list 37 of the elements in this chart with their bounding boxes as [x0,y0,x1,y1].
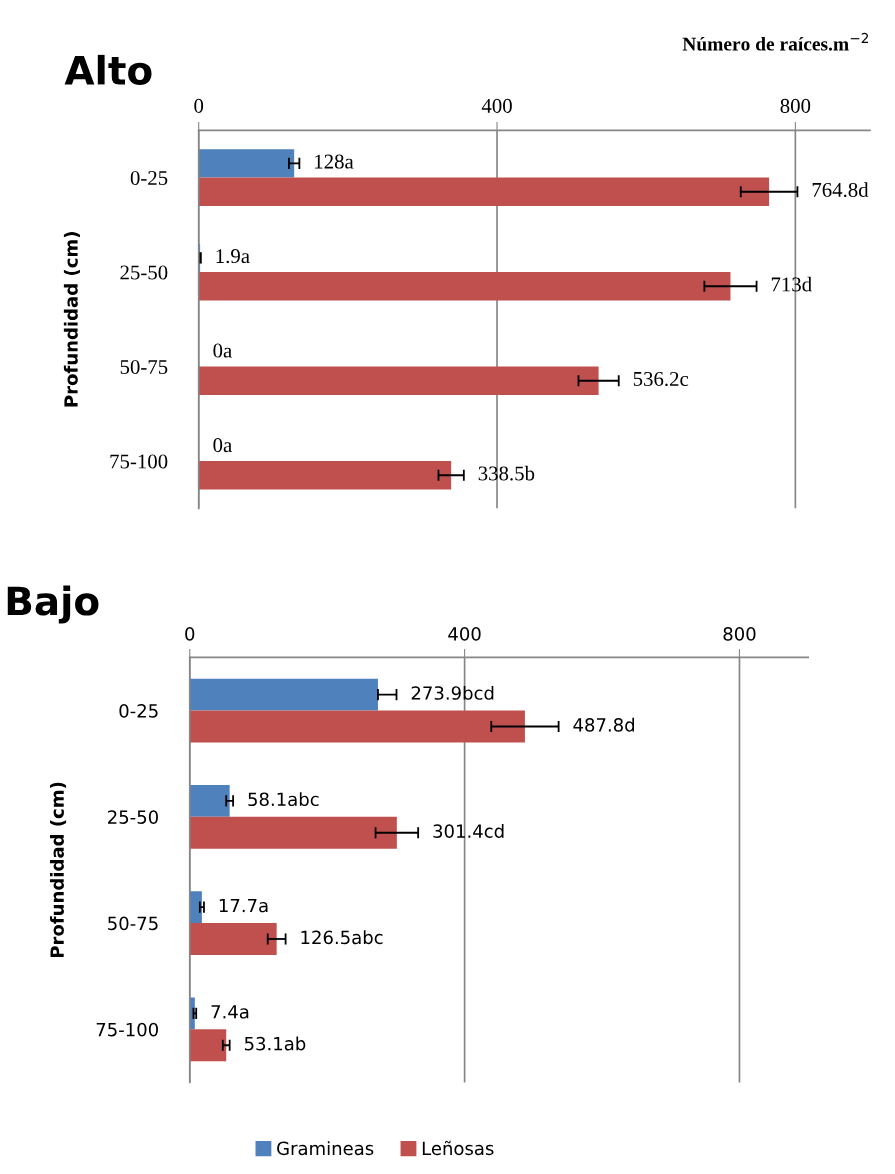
data-label: 0a [213,438,232,453]
legend-label: Gramineas [277,1141,374,1156]
y-tick-label: 50-75 [108,916,158,931]
y-tick-label: 50-75 [120,359,168,375]
data-label: 128a [315,154,354,169]
y-axis-title: Profundidad (cm) [49,782,67,958]
x-tick-label: 800 [723,627,756,641]
x-tick-label: 0 [194,98,204,113]
x-tick-label: 400 [448,627,481,641]
y-tick-label: 25-50 [108,810,158,824]
data-label: 301.4cd [433,824,504,838]
data-label: 764.8d [812,182,869,198]
legend-label: Leñosas [422,1140,494,1156]
y-tick-label: 75-100 [110,454,168,469]
chart-title: Alto [64,54,152,85]
data-label: 273.9bcd [411,685,494,700]
data-label: 58.1abc [248,792,319,807]
data-label: 536.2c [633,371,689,387]
x-tick-label: 400 [481,98,512,113]
x-tick-label: 0 [185,627,195,641]
data-label: 17.7a [219,898,268,913]
data-label: 53.1ab [244,1036,306,1051]
y-tick-label: 0-25 [130,170,168,185]
y-axis-title: Profundidad (cm) [63,232,80,407]
data-label: 487.8d [573,717,635,732]
y-tick-label: 0-25 [119,704,158,718]
y-tick-label: 75-100 [96,1022,158,1037]
x-axis-title: Número de raíces.m$^{−2}$ [682,32,869,51]
data-label: 7.4a [211,1005,249,1019]
chart-title: Bajo [7,585,99,624]
data-label: 0a [213,343,232,358]
x-tick-label: 800 [780,98,811,113]
data-label: 338.5b [478,465,535,481]
data-label: 126.5abc [301,930,383,945]
data-label: 1.9a [216,249,250,264]
data-label: 713d [771,276,812,292]
y-tick-label: 25-50 [120,265,168,280]
